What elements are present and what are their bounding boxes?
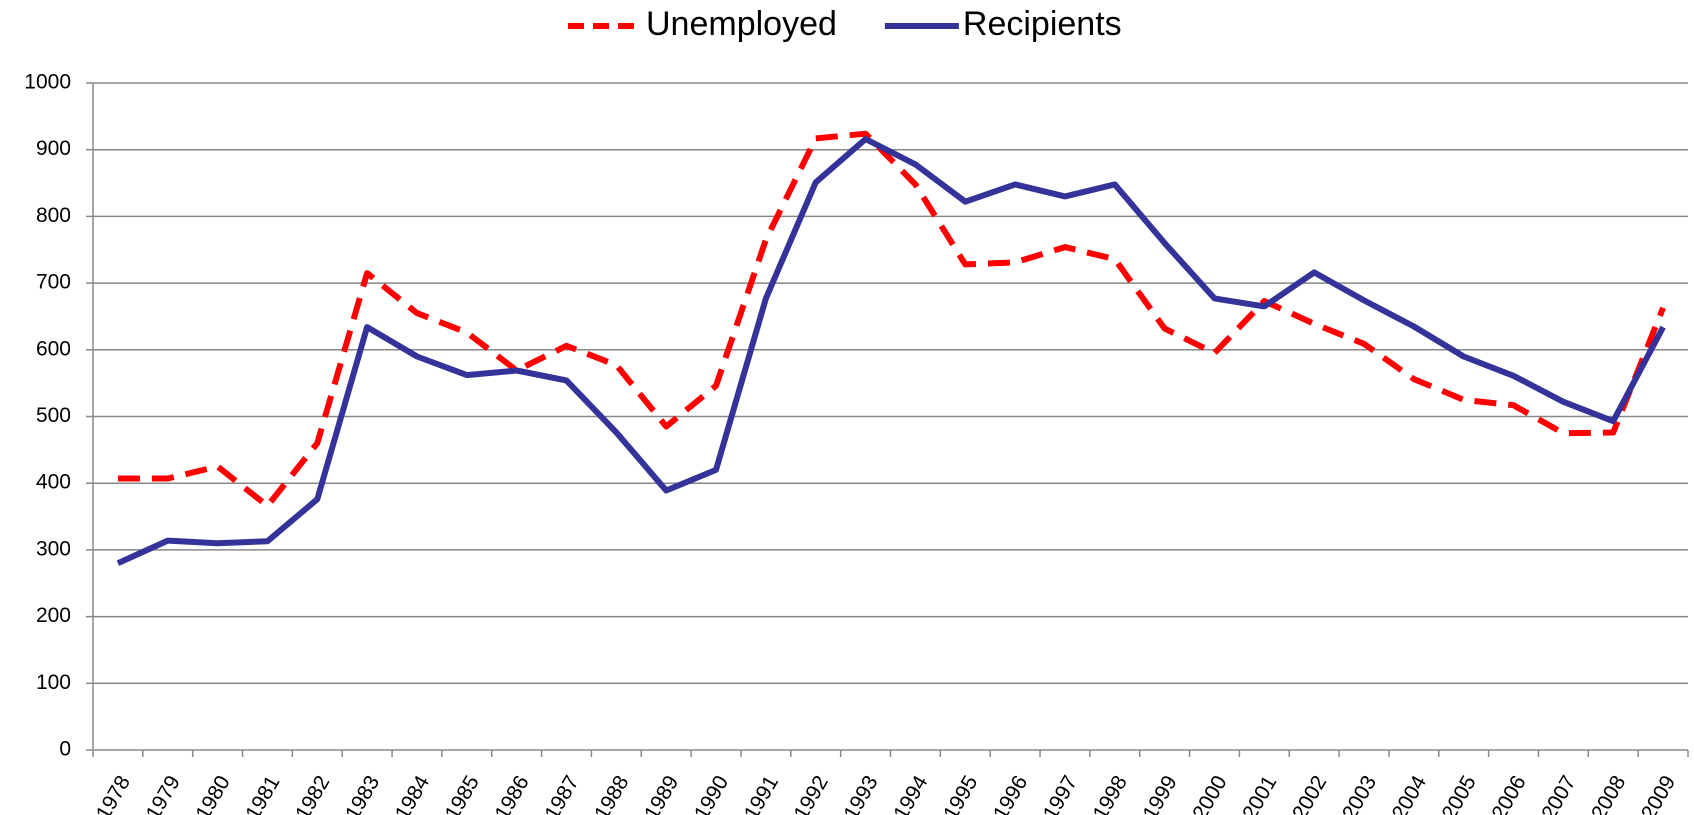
x-tick-label: 1994 <box>889 771 932 815</box>
x-tick-label: 1991 <box>740 772 783 815</box>
x-tick-label: 2002 <box>1288 772 1331 815</box>
y-tick-label: 900 <box>36 137 71 160</box>
x-tick-label: 1998 <box>1089 772 1132 815</box>
legend-label: Unemployed <box>646 5 837 43</box>
series-line <box>116 136 1666 566</box>
x-tick-label: 1989 <box>640 772 683 815</box>
x-tick-label: 1993 <box>839 772 882 815</box>
x-tick-label: 1992 <box>790 772 833 815</box>
x-tick-label: 1984 <box>391 771 434 815</box>
y-tick-label: 0 <box>59 738 71 761</box>
x-tick-label: 1987 <box>540 772 583 815</box>
x-tick-label: 2009 <box>1637 772 1680 815</box>
series-line <box>117 130 1666 509</box>
x-tick-label: 1982 <box>291 772 334 815</box>
x-tick-label: 1990 <box>690 772 733 815</box>
y-tick-label: 600 <box>36 337 71 360</box>
x-tick-label: 1985 <box>441 772 484 815</box>
y-tick-label: 1000 <box>24 71 71 94</box>
x-tick-label: 1988 <box>590 772 633 815</box>
x-tick-label: 1996 <box>989 772 1032 815</box>
x-tick-label: 2000 <box>1188 772 1231 815</box>
x-tick-label: 2003 <box>1338 772 1381 815</box>
legend-label: Recipients <box>963 5 1122 43</box>
x-tick-label: 2006 <box>1487 772 1530 815</box>
y-tick-label: 400 <box>36 471 71 494</box>
x-tick-label: 2007 <box>1537 772 1580 815</box>
x-tick-label: 2008 <box>1587 772 1630 815</box>
y-tick-label: 200 <box>36 604 71 627</box>
x-tick-label: 1983 <box>341 772 384 815</box>
x-tick-label: 1981 <box>241 772 284 815</box>
x-tick-label: 1995 <box>939 772 982 815</box>
x-tick-label: 2001 <box>1238 772 1281 815</box>
x-tick-label: 1979 <box>142 772 185 815</box>
x-tick-label: 1986 <box>491 772 534 815</box>
x-tick-label: 2004 <box>1388 771 1431 815</box>
y-tick-label: 500 <box>36 404 71 427</box>
x-tick-label: 1997 <box>1039 772 1082 815</box>
y-tick-label: 300 <box>36 537 71 560</box>
x-tick-label: 2005 <box>1438 772 1481 815</box>
x-tick-label: 1980 <box>191 772 234 815</box>
y-tick-label: 100 <box>36 671 71 694</box>
x-tick-label: 1978 <box>92 772 135 815</box>
y-tick-label: 800 <box>36 204 71 227</box>
y-tick-label: 700 <box>36 271 71 294</box>
x-tick-label: 1999 <box>1138 772 1181 815</box>
